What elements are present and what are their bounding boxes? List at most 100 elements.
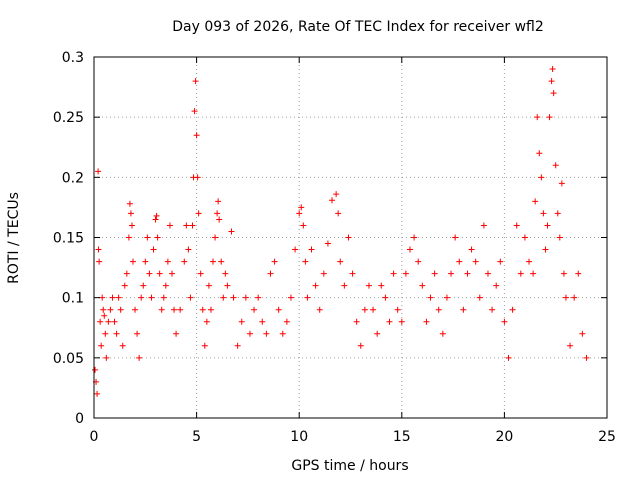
data-point bbox=[411, 234, 418, 241]
data-point bbox=[210, 258, 217, 265]
data-point bbox=[468, 246, 475, 253]
data-point bbox=[263, 330, 270, 337]
y-tick-label: 0.05 bbox=[53, 351, 84, 367]
data-point bbox=[530, 270, 537, 277]
data-point bbox=[140, 282, 147, 289]
data-point bbox=[341, 282, 348, 289]
data-point bbox=[298, 204, 305, 211]
data-point bbox=[308, 246, 315, 253]
data-point bbox=[386, 318, 393, 325]
axis-ticks bbox=[93, 56, 608, 419]
data-point bbox=[136, 354, 143, 361]
y-tick-label: 0 bbox=[75, 411, 84, 427]
data-point bbox=[192, 78, 199, 85]
data-point bbox=[95, 168, 102, 175]
data-point bbox=[189, 222, 196, 229]
data-point bbox=[382, 294, 389, 301]
data-point bbox=[476, 294, 483, 301]
data-point bbox=[251, 306, 258, 313]
x-tick-label: 20 bbox=[495, 429, 513, 445]
x-tick-label: 25 bbox=[598, 429, 616, 445]
data-point bbox=[146, 270, 153, 277]
data-point bbox=[162, 282, 169, 289]
data-point bbox=[583, 354, 590, 361]
data-point bbox=[187, 294, 194, 301]
data-point bbox=[489, 306, 496, 313]
data-point bbox=[279, 330, 286, 337]
data-point bbox=[558, 180, 565, 187]
data-point bbox=[197, 270, 204, 277]
data-point bbox=[144, 234, 151, 241]
data-point bbox=[538, 174, 545, 181]
data-point bbox=[218, 258, 225, 265]
data-point bbox=[160, 294, 167, 301]
data-point bbox=[472, 258, 479, 265]
data-point bbox=[402, 270, 409, 277]
data-point bbox=[138, 294, 145, 301]
data-point bbox=[101, 312, 108, 319]
x-axis-label: GPS time / hours bbox=[291, 458, 408, 474]
data-point bbox=[150, 246, 157, 253]
data-point bbox=[216, 216, 223, 223]
data-point bbox=[94, 390, 101, 397]
data-point bbox=[439, 330, 446, 337]
data-point bbox=[370, 306, 377, 313]
data-point bbox=[456, 258, 463, 265]
data-point bbox=[460, 306, 467, 313]
data-point bbox=[259, 318, 266, 325]
data-point bbox=[542, 246, 549, 253]
data-point bbox=[292, 246, 299, 253]
data-point bbox=[183, 222, 190, 229]
data-point bbox=[464, 270, 471, 277]
data-point bbox=[283, 318, 290, 325]
data-point bbox=[345, 234, 352, 241]
data-point bbox=[92, 366, 99, 373]
data-point bbox=[423, 318, 430, 325]
data-point bbox=[125, 234, 132, 241]
data-point bbox=[107, 306, 114, 313]
chart-title: Day 093 of 2026, Rate Of TEC Index for r… bbox=[172, 19, 544, 35]
data-point bbox=[173, 330, 180, 337]
data-point bbox=[154, 234, 161, 241]
data-point bbox=[329, 197, 336, 204]
data-point bbox=[374, 330, 381, 337]
data-point bbox=[212, 234, 219, 241]
data-point bbox=[99, 294, 106, 301]
data-point bbox=[431, 270, 438, 277]
data-point bbox=[215, 198, 222, 205]
data-point bbox=[448, 270, 455, 277]
data-point bbox=[316, 306, 323, 313]
data-point bbox=[224, 282, 231, 289]
data-point bbox=[97, 318, 104, 325]
data-point bbox=[536, 150, 543, 157]
data-point bbox=[335, 210, 342, 217]
data-point bbox=[275, 306, 282, 313]
data-point bbox=[452, 234, 459, 241]
data-points bbox=[92, 66, 590, 397]
data-point bbox=[109, 294, 116, 301]
data-point bbox=[132, 306, 139, 313]
data-point bbox=[337, 258, 344, 265]
data-point bbox=[171, 306, 178, 313]
data-point bbox=[234, 342, 241, 349]
data-point bbox=[129, 258, 136, 265]
data-point bbox=[571, 294, 578, 301]
data-point bbox=[191, 108, 198, 115]
data-point bbox=[267, 270, 274, 277]
x-tick-label: 0 bbox=[90, 429, 99, 445]
data-point bbox=[349, 270, 356, 277]
data-point bbox=[427, 294, 434, 301]
y-tick-label: 0.25 bbox=[53, 110, 84, 126]
data-point bbox=[203, 318, 210, 325]
data-point bbox=[207, 306, 214, 313]
y-tick-label: 0.2 bbox=[62, 170, 84, 186]
data-point bbox=[199, 306, 206, 313]
data-point bbox=[158, 306, 165, 313]
data-point bbox=[181, 258, 188, 265]
data-point bbox=[255, 294, 262, 301]
data-point bbox=[168, 270, 175, 277]
data-point bbox=[117, 306, 124, 313]
data-point bbox=[390, 270, 397, 277]
data-point bbox=[579, 330, 586, 337]
